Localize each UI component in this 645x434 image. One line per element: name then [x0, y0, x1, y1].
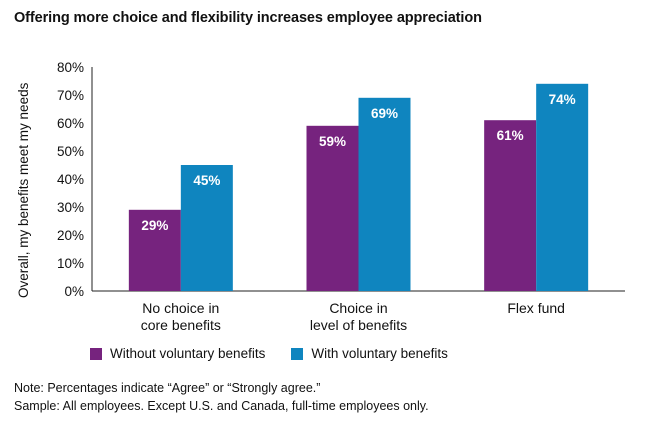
bar	[180, 165, 233, 291]
bar	[128, 209, 181, 291]
bar	[536, 83, 589, 291]
legend-item-without: Without voluntary benefits	[90, 346, 265, 361]
legend-swatch-with	[291, 347, 304, 360]
y-tick-label: 20%	[57, 228, 84, 243]
bar-value-label: 59%	[319, 134, 346, 149]
legend-swatch-without	[90, 347, 102, 360]
bar-value-label: 69%	[371, 106, 398, 121]
y-tick-label: 80%	[57, 60, 84, 75]
y-tick-label: 30%	[57, 200, 84, 215]
x-category-label: core benefits	[141, 317, 221, 333]
bar	[484, 120, 537, 291]
y-tick-label: 70%	[57, 88, 84, 103]
x-category-label: level of benefits	[310, 317, 407, 333]
bar-value-label: 45%	[193, 173, 220, 188]
legend-label-with: With voluntary benefits	[311, 346, 448, 361]
legend-item-with: With voluntary benefits	[291, 346, 448, 361]
y-tick-label: 50%	[57, 144, 84, 159]
footnotes: Note: Percentages indicate “Agree” or “S…	[14, 379, 429, 415]
y-tick-label: 40%	[57, 172, 84, 187]
y-tick-label: 60%	[57, 116, 84, 131]
x-category-label: No choice in	[142, 300, 219, 316]
y-tick-label: 0%	[64, 284, 84, 299]
legend: Without voluntary benefits With voluntar…	[90, 346, 474, 361]
bar	[358, 97, 411, 291]
bar-value-label: 29%	[141, 218, 168, 233]
x-category-label: Flex fund	[507, 300, 565, 316]
bar	[306, 125, 359, 291]
chart-title: Offering more choice and flexibility inc…	[14, 10, 482, 26]
y-tick-label: 10%	[57, 256, 84, 271]
bar-value-label: 74%	[549, 92, 576, 107]
x-category-label: Choice in	[329, 300, 387, 316]
bar-value-label: 61%	[497, 128, 524, 143]
legend-label-without: Without voluntary benefits	[110, 346, 266, 361]
note-line: Note: Percentages indicate “Agree” or “S…	[14, 381, 321, 395]
sample-line: Sample: All employees. Except U.S. and C…	[14, 399, 429, 413]
